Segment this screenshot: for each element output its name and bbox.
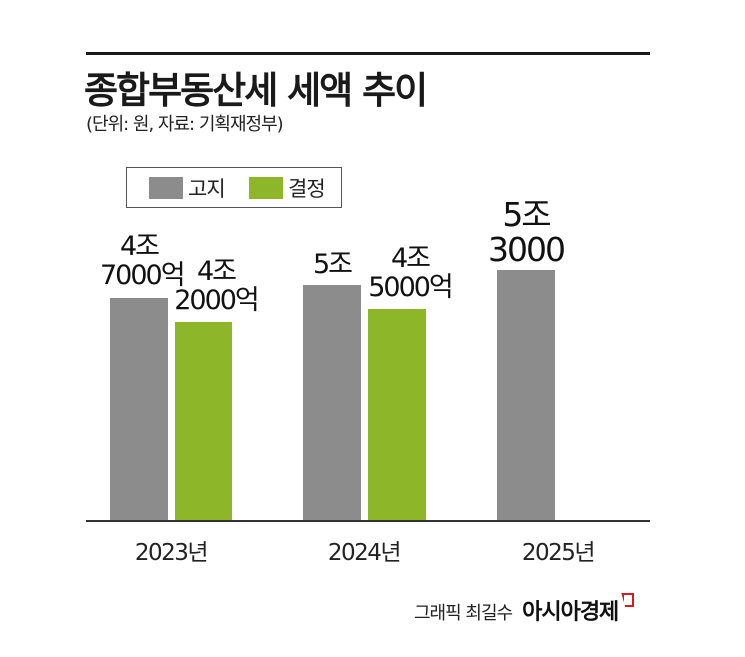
value-label-line: 5조 (312, 249, 353, 280)
value-label-line: 3000 (488, 230, 566, 269)
bar-2024-decision (368, 309, 426, 520)
publisher-logo: 아시아경제 (522, 600, 619, 625)
bar-2024-notice (303, 285, 361, 520)
value-label-line: 7000억 (100, 260, 186, 291)
bar-2023-notice (110, 298, 168, 520)
value-label-line: 4조 (390, 243, 431, 274)
legend-label-decision: 결정 (288, 176, 326, 201)
legend-item-notice: 고지 (149, 168, 226, 207)
bar-2023-decision (175, 322, 232, 520)
value-label-line: 5000억 (368, 272, 454, 303)
legend-label-notice: 고지 (188, 176, 226, 201)
footer-credit: 그래픽 최길수 아시아경제 (414, 593, 635, 626)
legend-swatch-notice (149, 176, 183, 199)
legend-swatch-decision (249, 176, 283, 199)
legend: 고지 결정 (126, 167, 342, 208)
x-axis-baseline (86, 520, 650, 522)
x-label-2024: 2024년 (327, 540, 402, 566)
value-label-2024-notice: 5조 (300, 250, 364, 279)
publisher-mark-icon (621, 593, 635, 607)
value-label-line: 4조 (119, 231, 160, 262)
graphic-credit: 그래픽 최길수 (414, 603, 513, 624)
value-label-2023-notice: 4조 7000억 (100, 231, 186, 291)
title-rule (86, 52, 650, 55)
chart-subtitle: (단위: 원, 자료: 기획재정부) (86, 114, 284, 135)
bar-2025-notice (497, 270, 555, 520)
value-label-line: 5조 (502, 195, 551, 234)
value-label-2025-notice: 5조 3000 (486, 197, 566, 267)
value-label-line: 2000억 (174, 285, 260, 316)
x-label-2025: 2025년 (521, 540, 596, 566)
legend-item-decision: 결정 (249, 168, 326, 207)
value-label-2024-decision: 4조 5000억 (360, 244, 460, 302)
value-label-line: 4조 (196, 256, 237, 287)
value-label-2023-decision: 4조 2000억 (166, 257, 266, 315)
x-label-2023: 2023년 (134, 540, 209, 566)
chart-title: 종합부동산세 세액 추이 (84, 69, 428, 112)
